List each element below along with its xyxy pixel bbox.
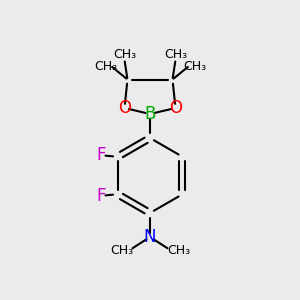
Text: CH₃: CH₃ [183, 59, 206, 73]
Text: CH₃: CH₃ [110, 244, 133, 257]
Text: B: B [144, 105, 156, 123]
Text: N: N [144, 228, 156, 246]
Text: CH₃: CH₃ [113, 48, 136, 61]
Text: F: F [96, 187, 106, 205]
Text: O: O [118, 99, 131, 117]
Text: O: O [169, 99, 182, 117]
Text: CH₃: CH₃ [164, 48, 187, 61]
Text: F: F [96, 146, 106, 164]
Text: CH₃: CH₃ [167, 244, 190, 257]
Text: CH₃: CH₃ [94, 59, 117, 73]
